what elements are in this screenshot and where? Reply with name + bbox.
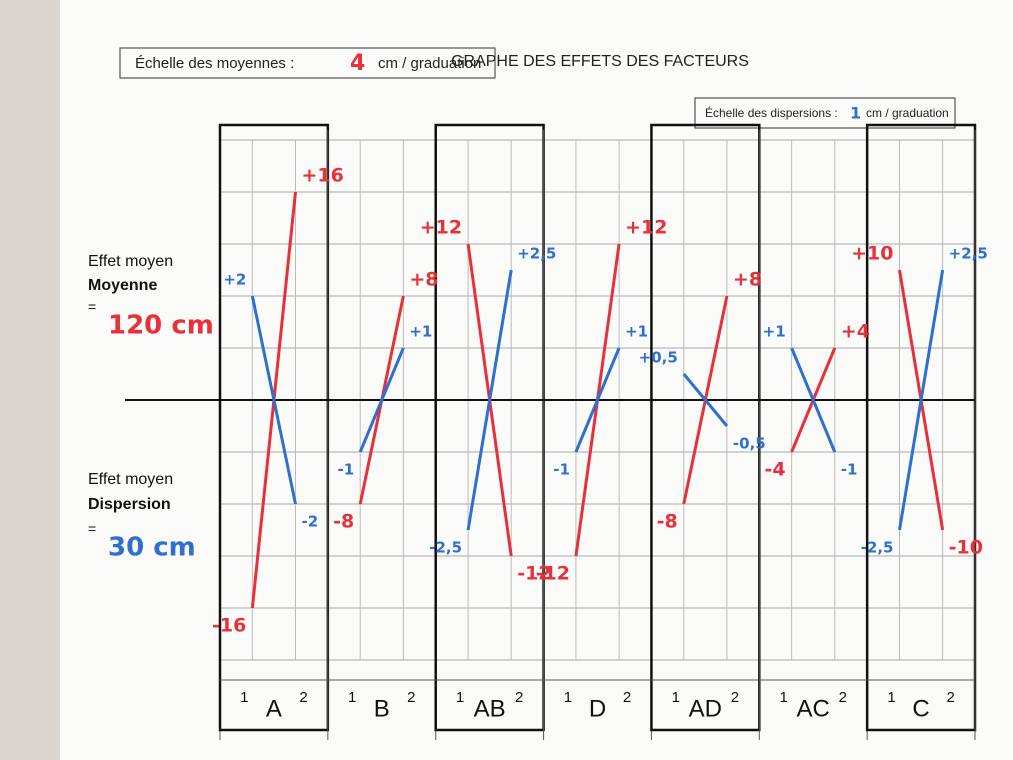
scale-value: 4 (350, 51, 365, 76)
legend-prefix: Effet moyen (88, 253, 173, 270)
value-label: -8 (333, 511, 354, 533)
value-label: -12 (536, 563, 570, 585)
value-label: +4 (841, 321, 870, 343)
value-label: -8 (657, 511, 678, 533)
effect-line (250, 295, 297, 505)
level-label: 2 (839, 689, 847, 706)
value-label: +10 (851, 243, 893, 265)
level-label: 1 (240, 689, 248, 706)
value-label: -16 (212, 615, 246, 637)
legend-summary: 30 cm (108, 533, 196, 563)
level-label: 1 (456, 689, 464, 706)
value-label: -2,5 (861, 539, 894, 557)
legend-equals: = (88, 299, 96, 315)
scale-unit: cm / graduation (866, 106, 949, 120)
level-label: 1 (779, 689, 787, 706)
level-label: 1 (672, 689, 680, 706)
value-label: +8 (733, 269, 762, 291)
value-label: +1 (763, 323, 786, 341)
value-label: -4 (765, 459, 786, 481)
value-label: +0,5 (639, 349, 678, 367)
factor-label: D (589, 695, 606, 722)
factor-label: A (266, 695, 282, 722)
effect-line (790, 347, 837, 453)
effect-line (898, 269, 945, 531)
level-label: 1 (887, 689, 895, 706)
factor-label: AC (797, 695, 830, 722)
effect-line (358, 347, 405, 453)
effect-line (466, 269, 513, 531)
value-label: +16 (302, 165, 344, 187)
level-label: 1 (564, 689, 572, 706)
value-label: +2,5 (517, 245, 556, 263)
scale-box (694, 97, 956, 129)
factor-label: B (374, 695, 390, 722)
value-label: +12 (625, 217, 667, 239)
value-label: +2 (223, 271, 246, 289)
value-label: -2,5 (429, 539, 462, 557)
value-label: -12 (517, 563, 551, 585)
value-label: -0,5 (733, 435, 766, 453)
value-label: -1 (338, 461, 355, 479)
effect-line (682, 373, 729, 427)
legend-name: Moyenne (88, 277, 157, 294)
legend-summary: 120 cm (108, 311, 214, 341)
factor-label: C (912, 695, 929, 722)
level-label: 2 (623, 689, 631, 706)
chart-title: GRAPHE DES EFFETS DES FACTEURS (451, 53, 749, 70)
level-label: 1 (348, 689, 356, 706)
value-label: -1 (841, 461, 858, 479)
value-label: +1 (625, 323, 648, 341)
value-label: +12 (420, 217, 462, 239)
value-label: -1 (553, 461, 570, 479)
scale-box (119, 47, 496, 79)
level-label: 2 (407, 689, 415, 706)
scale-label: Échelle des dispersions : (705, 105, 838, 120)
level-label: 2 (731, 689, 739, 706)
level-label: 2 (515, 689, 523, 706)
value-label: +1 (409, 323, 432, 341)
level-label: 2 (946, 689, 954, 706)
level-label: 2 (299, 689, 307, 706)
legend-name: Dispersion (88, 496, 171, 513)
effect-line (574, 347, 621, 453)
value-label: -2 (302, 513, 319, 531)
value-label: +8 (409, 269, 438, 291)
scale-value: 1 (850, 104, 861, 123)
scale-label: Échelle des moyennes : (135, 55, 294, 72)
value-label: -10 (949, 537, 983, 559)
scale-unit: cm / graduation (378, 55, 481, 72)
legend-equals: = (88, 521, 96, 537)
factor-label: AD (689, 695, 722, 722)
legend-prefix: Effet moyen (88, 471, 173, 488)
value-label: +2,5 (949, 245, 988, 263)
factor-label: AB (474, 695, 506, 722)
